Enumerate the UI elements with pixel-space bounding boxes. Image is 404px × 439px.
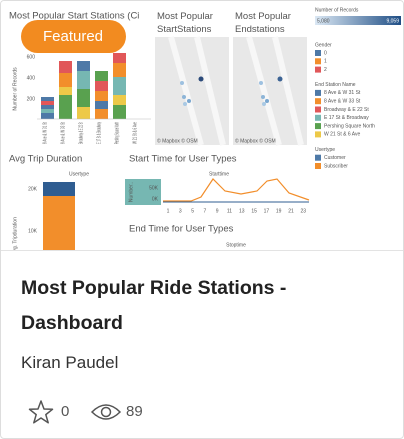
legend-label: W 21 St & 6 Ave — [324, 132, 361, 138]
x-labels: 8 Ave & W 31 St 8 Ave & W 33 St Broadway &… — [42, 122, 138, 144]
pupil — [100, 406, 112, 418]
tick-label: 0K — [152, 196, 159, 202]
legend-swatch — [315, 114, 321, 121]
column-header: Stoptime — [226, 242, 246, 248]
x-tick-label: 11 — [227, 208, 232, 214]
x-tick-label: 23 — [301, 208, 307, 214]
x-tick-label: E 17 St & Broadway — [96, 122, 102, 144]
legend-label: Pershing Square North — [324, 123, 375, 129]
legend-label: Subscriber — [324, 163, 348, 169]
dashboard-thumbnail[interactable]: Most Popular Start Stations (Ci Number o… — [1, 1, 404, 251]
legend-swatch — [315, 66, 321, 73]
legend-label: E 17 St & Broadway — [324, 115, 369, 121]
legend-label: Broadway & E 22 St — [324, 107, 369, 113]
x-tick-label: 8 Ave & W 31 St — [42, 122, 48, 144]
x-tick-label: 17 — [264, 208, 270, 214]
legend-title: Usertype — [315, 147, 335, 153]
title-part: StartStations — [157, 24, 212, 35]
legend-label: Customer — [324, 155, 346, 161]
legend-swatch — [315, 58, 321, 65]
axis-highlight — [125, 179, 161, 205]
title-part: Most Popular — [157, 11, 213, 22]
map-credit: © Mapbox © OSM — [157, 137, 198, 144]
x-tick-label: 19 — [276, 208, 282, 214]
star — [28, 400, 54, 424]
map-credit: © Mapbox © OSM — [235, 137, 276, 144]
legend-title: Number of Records — [315, 7, 359, 13]
views-icon — [90, 404, 122, 420]
map-land — [246, 36, 304, 146]
color-ramp — [315, 16, 401, 25]
x-tick-label: 5 — [191, 208, 194, 214]
map-dots — [180, 76, 283, 106]
legend-title: End Station Name — [315, 82, 356, 88]
panel-title: Most Popular Start Stations (Ci — [9, 11, 139, 22]
x-tick-label: 7 — [204, 208, 207, 214]
x-tick-label: Broadway & E 22 St — [78, 122, 84, 144]
legend-swatch — [315, 89, 321, 96]
legend-label: 2 — [324, 67, 327, 73]
x-tick-label: Pershing Square North — [114, 122, 120, 144]
featured-badge — [21, 20, 126, 53]
eye — [90, 404, 122, 420]
column-header: Usertype — [69, 171, 89, 177]
x-ticks: 1 3 5 7 9 11 13 15 17 19 21 23 — [167, 208, 307, 214]
line — [163, 178, 310, 202]
bar — [43, 182, 75, 196]
favorite-icon[interactable] — [28, 399, 54, 425]
panel-title: Avg Trip Duration — [9, 154, 82, 165]
tick-label: 400 — [27, 75, 36, 81]
legend-max: 9,059 — [386, 18, 399, 24]
stacked-bars — [37, 53, 151, 120]
panel-title: End Time for User Types — [129, 224, 234, 235]
legend-swatch — [315, 123, 321, 130]
tick-label: 50K — [149, 185, 159, 191]
badge-text: Featured — [43, 28, 103, 45]
legend-swatch — [315, 98, 321, 105]
map-land — [168, 36, 226, 146]
tick-label: 200 — [27, 96, 36, 102]
x-tick-label: 13 — [239, 208, 245, 214]
title-part: Most Popular — [235, 11, 291, 22]
legend-swatch — [315, 106, 321, 113]
legend-label: 8 Ave & W 33 St — [324, 99, 361, 105]
bar — [43, 196, 75, 251]
panel-title: Most Popular Endstations — [235, 11, 291, 35]
panel-title: Most Popular StartStations — [157, 11, 213, 35]
title-part: Endstations — [235, 24, 285, 35]
legend-title: Gender — [315, 42, 332, 48]
workbook-title[interactable]: Most Popular Ride Stations - Dashboard — [21, 277, 287, 334]
x-tick-label: 15 — [251, 208, 257, 214]
panel-title: Start Time for User Types — [129, 154, 237, 165]
x-tick-label: W 21 St & 6 Ave — [132, 122, 138, 144]
legend-label: 1 — [324, 59, 327, 65]
x-tick-label: 9 — [216, 208, 219, 214]
tick-label: 20K — [28, 186, 38, 192]
legend-swatch — [315, 131, 321, 138]
tick-label: 600 — [27, 54, 36, 60]
axis-title: Number of Records — [12, 67, 18, 111]
x-tick-label: 21 — [288, 208, 294, 214]
author[interactable]: Kiran Paudel — [21, 353, 119, 372]
legend-swatch — [315, 163, 321, 169]
x-tick-label: 1 — [167, 208, 170, 214]
axis-title: Avg. Tripduration — [12, 217, 18, 251]
x-tick-label: 3 — [179, 208, 182, 214]
legend-label: 0 — [324, 50, 327, 56]
column-header: Starttime — [209, 171, 229, 177]
axis-title: Number.. — [128, 182, 134, 202]
legend-label: 8 Ave & W 31 St — [324, 90, 361, 96]
favorite-count: 0 — [61, 403, 70, 420]
legend-swatch — [315, 154, 321, 161]
legend: Number of Records 5,080 9,059 Gender 0 1 2 End … — [315, 7, 401, 169]
tick-label: 10K — [28, 228, 38, 234]
legend-min: 5,080 — [317, 18, 330, 24]
legend-swatch — [315, 50, 321, 56]
view-count: 89 — [126, 403, 143, 420]
x-tick-label: 8 Ave & W 33 St — [60, 122, 66, 144]
